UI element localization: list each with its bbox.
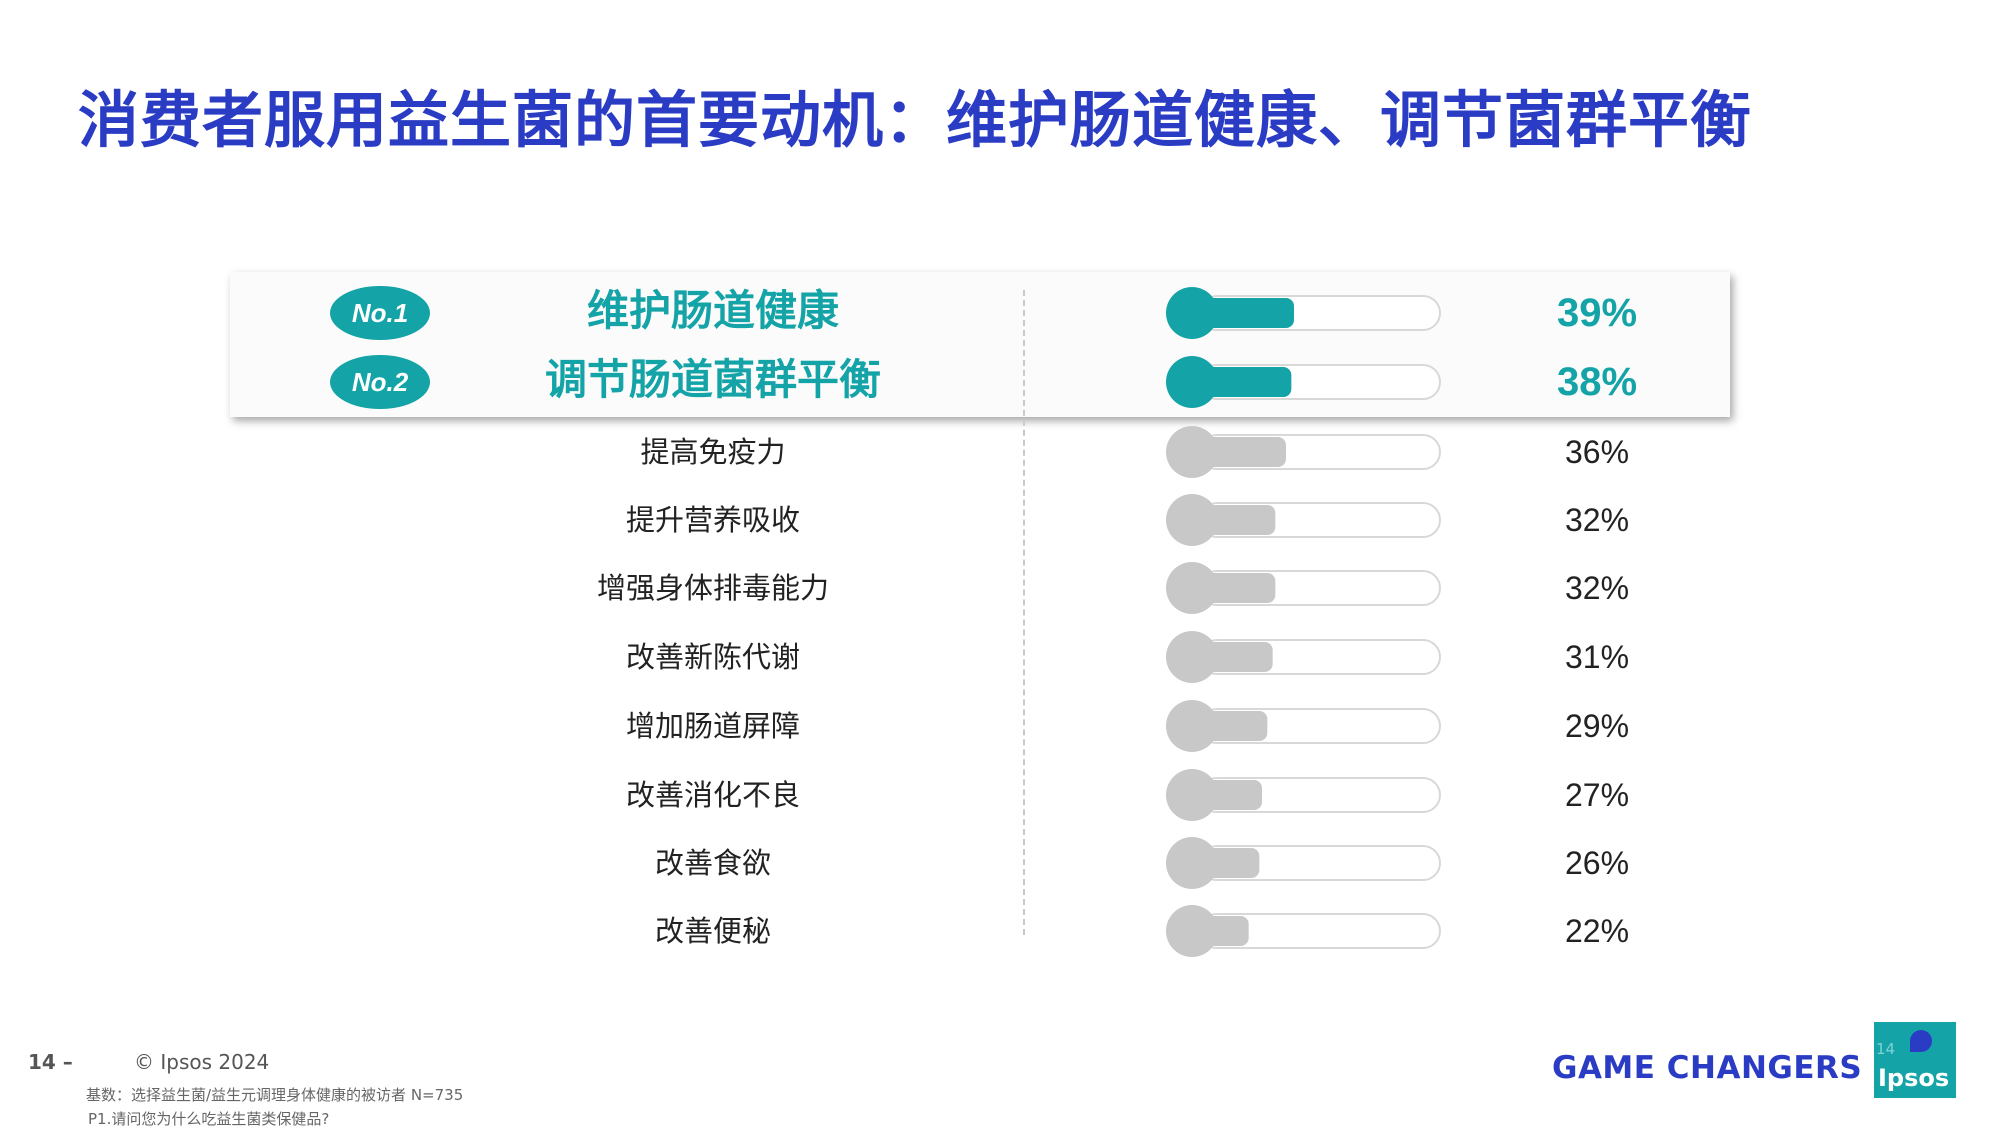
rank-badge xyxy=(330,286,430,340)
rank-badge xyxy=(330,355,430,409)
bar-knob xyxy=(1166,356,1218,408)
speech-bubble-icon xyxy=(1910,1030,1932,1052)
value-label: 39% xyxy=(1557,291,1637,335)
page-number: 14 – xyxy=(28,1050,73,1074)
ipsos-logo: 14 Ipsos xyxy=(1874,1022,1956,1098)
category-label: 维护肠道健康 xyxy=(587,286,839,335)
bar-knob xyxy=(1166,631,1218,683)
question-note: P1.请问您为什么吃益生菌类保健品? xyxy=(88,1110,330,1128)
category-label: 提升营养吸收 xyxy=(626,503,800,537)
value-label: 29% xyxy=(1565,708,1629,744)
category-label: 增强身体排毒能力 xyxy=(597,571,829,605)
logo-page-number: 14 xyxy=(1876,1040,1896,1058)
top-motivations-highlight xyxy=(230,272,1730,417)
category-label: 改善新陈代谢 xyxy=(626,640,800,674)
copyright: © Ipsos 2024 xyxy=(134,1050,270,1074)
bar-knob xyxy=(1166,287,1218,339)
bar-knob xyxy=(1166,700,1218,752)
value-label: 26% xyxy=(1565,845,1629,881)
value-label: 27% xyxy=(1565,777,1629,813)
value-label: 32% xyxy=(1565,502,1629,538)
value-label: 38% xyxy=(1557,360,1637,404)
category-label: 改善便秘 xyxy=(655,914,771,948)
value-label: 22% xyxy=(1565,913,1629,949)
value-label: 36% xyxy=(1565,434,1629,470)
bar-knob xyxy=(1166,905,1218,957)
logo-text: Ipsos xyxy=(1878,1064,1950,1092)
category-label: 改善消化不良 xyxy=(626,778,800,812)
page-title: 消费者服用益生菌的首要动机：维护肠道健康、调节菌群平衡 xyxy=(78,85,1753,156)
bar-knob xyxy=(1166,426,1218,478)
tagline: GAME CHANGERS xyxy=(1552,1050,1863,1086)
bar-knob xyxy=(1166,562,1218,614)
value-label: 31% xyxy=(1565,639,1629,675)
base-note: 基数：选择益生菌/益生元调理身体健康的被访者 N=735 xyxy=(86,1086,464,1104)
category-label: 改善食欲 xyxy=(655,846,771,880)
category-label: 调节肠道菌群平衡 xyxy=(545,355,881,404)
rank-badge-label: No.1 xyxy=(352,298,408,328)
category-label: 增加肠道屏障 xyxy=(626,709,800,743)
bar-knob xyxy=(1166,494,1218,546)
value-label: 32% xyxy=(1565,570,1629,606)
column-divider xyxy=(1023,290,1025,935)
bar-knob xyxy=(1166,837,1218,889)
rank-badge-label: No.2 xyxy=(352,367,409,397)
category-label: 提高免疫力 xyxy=(640,435,785,469)
bar-knob xyxy=(1166,769,1218,821)
